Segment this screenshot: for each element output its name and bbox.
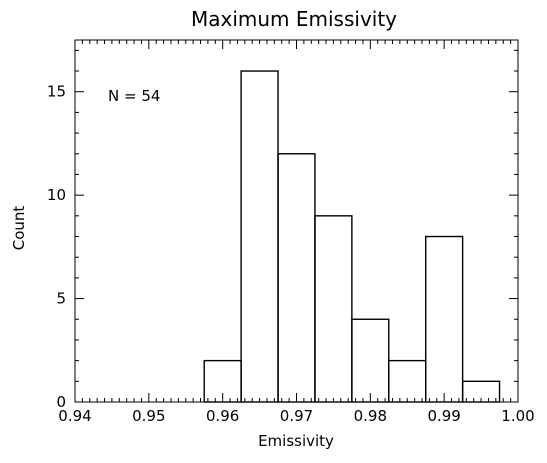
x-tick-label: 0.98: [354, 407, 387, 425]
histogram-bar: [388, 359, 427, 403]
y-tick-label: 10: [47, 186, 66, 204]
sample-size-annotation: N = 54: [108, 87, 160, 105]
y-tick-label: 5: [56, 290, 66, 308]
y-tick-label: 15: [47, 83, 66, 101]
x-tick-label: 0.99: [427, 407, 460, 425]
x-tick-label: 0.94: [58, 407, 91, 425]
x-tick-label: 0.96: [206, 407, 239, 425]
x-tick-label: 0.95: [132, 407, 165, 425]
histogram-bar: [351, 318, 390, 403]
x-tick-label: 0.97: [280, 407, 313, 425]
y-tick-label: 0: [56, 393, 66, 411]
histogram-bar: [277, 153, 316, 403]
y-axis-label: Count: [10, 206, 28, 251]
x-tick-label: 1.00: [501, 407, 534, 425]
x-axis-label: Emissivity: [258, 432, 334, 450]
chart-title: Maximum Emissivity: [191, 7, 397, 31]
histogram-bar: [240, 70, 279, 403]
histogram-bar: [314, 215, 353, 403]
histogram-bar: [461, 380, 501, 403]
histogram-bar: [425, 235, 464, 403]
